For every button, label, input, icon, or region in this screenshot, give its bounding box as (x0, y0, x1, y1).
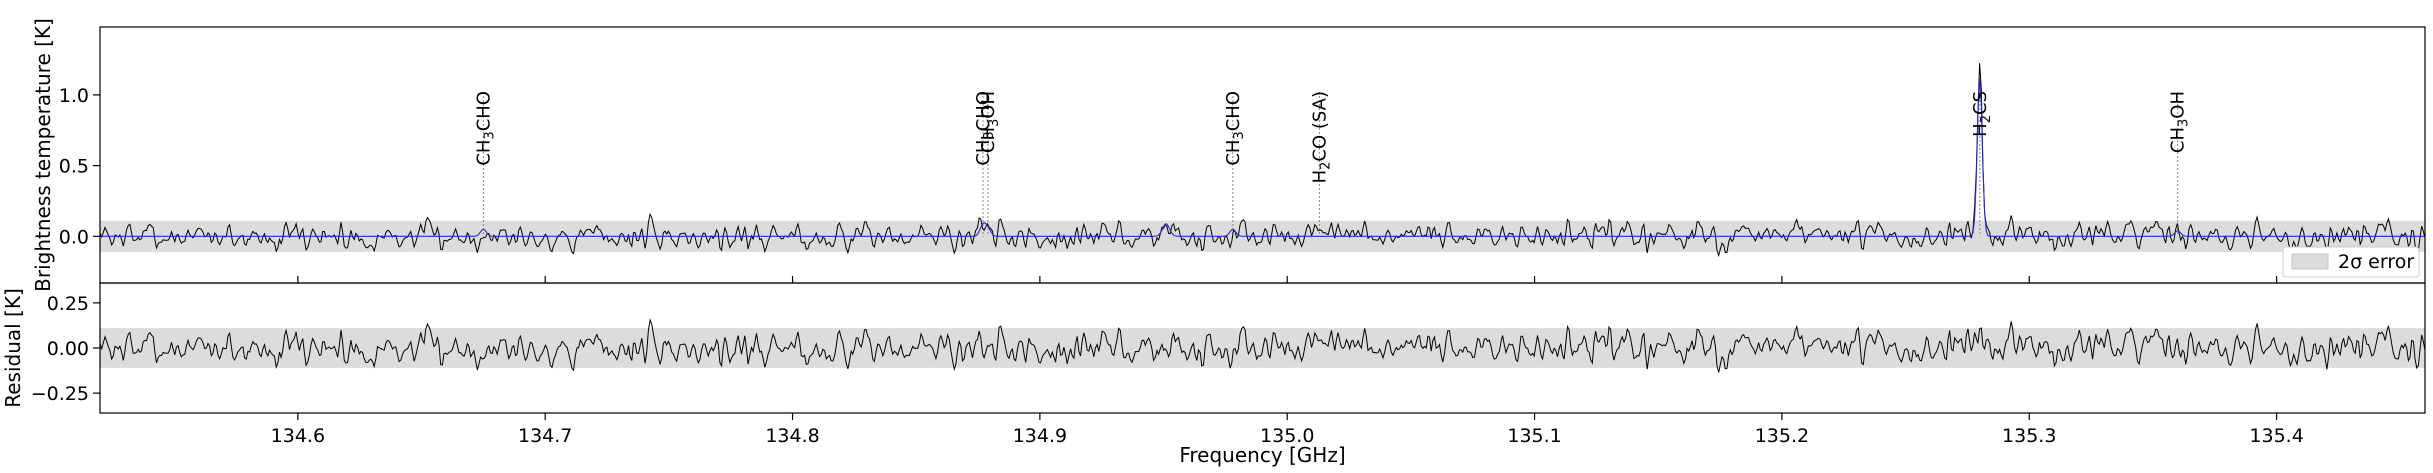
res-y-tick-label-1: 0.00 (47, 338, 89, 360)
y-tick-label-0: 0.0 (59, 226, 89, 248)
res-y-tick-label-2: 0.25 (47, 293, 89, 315)
x-tick-label-0: 134.6 (271, 425, 325, 447)
residual-y-axis-label: Residual [K] (1, 288, 25, 408)
x-tick-label-6: 135.2 (1755, 425, 1809, 447)
x-axis-label: Frequency [GHz] (1179, 443, 1345, 467)
line-id-label-4: H2CO (SA) (1309, 91, 1333, 183)
line-markers (482, 92, 2179, 237)
line-id-label-1: CH3CHO (973, 91, 997, 166)
line-id-label-2: CH3OH (978, 91, 1002, 153)
x-tick-label-4: 135.0 (1260, 425, 1314, 447)
res-y-tick-label-0: −0.25 (31, 383, 89, 405)
x-tick-label-3: 134.9 (1013, 425, 1067, 447)
y-tick-label-1: 0.5 (59, 156, 89, 178)
x-tick-label-1: 134.7 (518, 425, 572, 447)
residual-y-ticks: −0.25 0.00 0.25 (31, 293, 100, 405)
spectrum-x-ticks (297, 276, 2278, 283)
line-id-label-0: CH3CHO (473, 91, 497, 166)
spectrum-y-ticks: 0.0 0.5 1.0 (59, 85, 100, 248)
legend: 2σ error (2282, 246, 2420, 278)
y-tick-label-2: 1.0 (59, 85, 89, 107)
legend-label: 2σ error (2338, 251, 2414, 273)
x-tick-label-7: 135.3 (2002, 425, 2056, 447)
residual-x-ticks: 134.6 134.7 134.8 134.9 135.0 135.1 135.2 135.3… (271, 413, 2304, 447)
x-tick-label-2: 134.8 (765, 425, 819, 447)
line-id-label-6: CH3OH (2168, 91, 2192, 153)
model-spectrum (100, 78, 2425, 237)
x-tick-label-5: 135.1 (1507, 425, 1561, 447)
x-tick-label-8: 135.4 (2249, 425, 2303, 447)
legend-swatch (2291, 253, 2329, 270)
spectrum-y-axis-label: Brightness temperature [K] (31, 18, 55, 292)
line-id-label-5: H2CS (1970, 91, 1994, 137)
residual-spectrum (99, 318, 2426, 373)
residual-panel: −0.250.000.25 134.6 134.7 134.8 134.9 135.0 1… (1, 282, 2426, 447)
line-id-label-3: CH3CHO (1223, 91, 1247, 166)
